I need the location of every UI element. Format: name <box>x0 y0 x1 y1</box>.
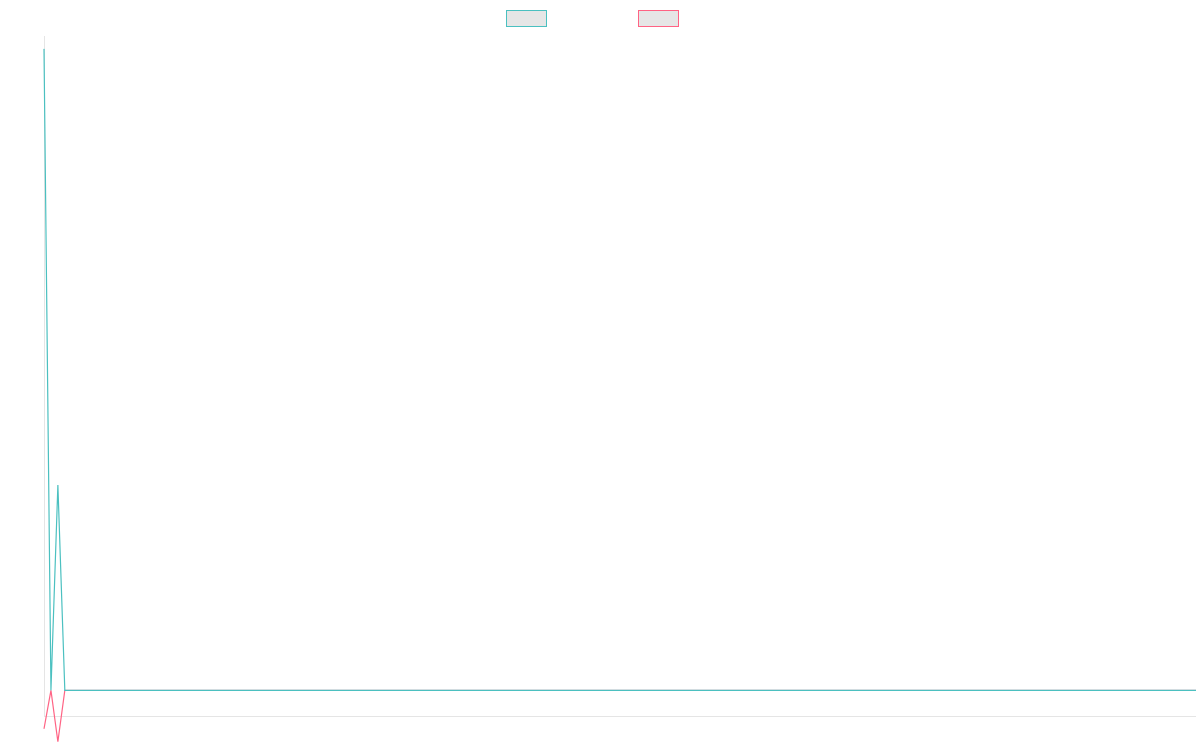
series-line-1 <box>43 48 1196 691</box>
legend <box>506 10 679 27</box>
legend-swatch-2[interactable] <box>638 10 679 27</box>
legend-swatch-1[interactable] <box>506 10 547 27</box>
axes <box>44 36 1196 717</box>
series-lines <box>43 48 1196 742</box>
